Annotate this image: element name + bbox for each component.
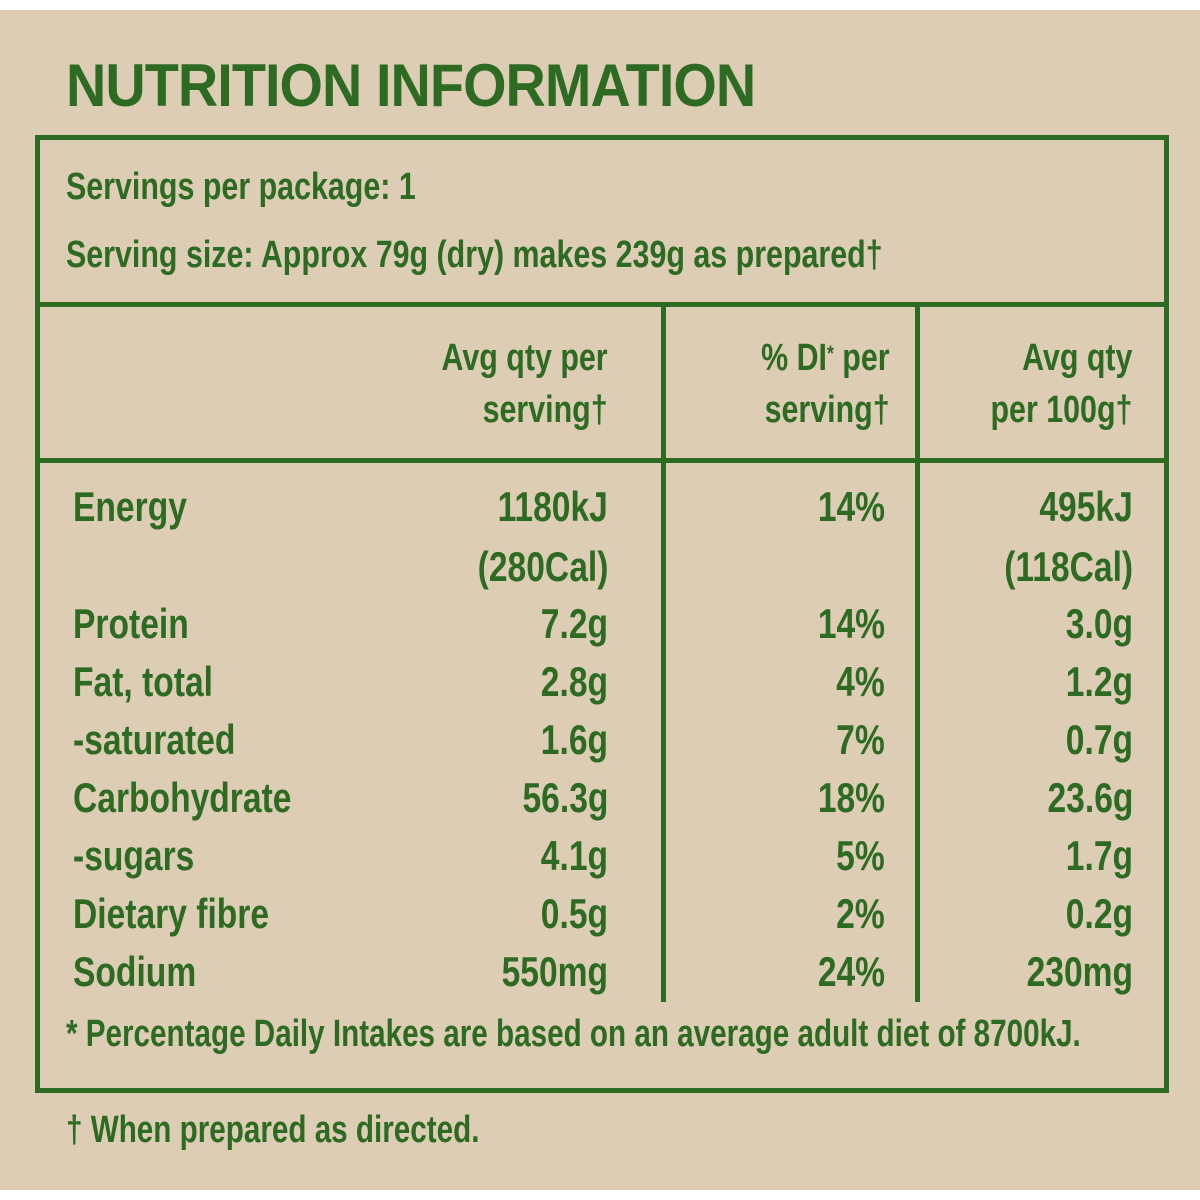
per-serving-value: 550mg [501,948,608,995]
table-row-energy: Energy 1180kJ 14% 495kJ [40,478,1164,538]
nutrient-name: Energy [73,483,187,530]
table-row: Sodium 550mg 24% 230mg [40,943,1164,1003]
per-serving-value: 2.8g [540,658,608,705]
per-100g-value: 495kJ [1039,483,1133,530]
footnote-daily-intake: * Percentage Daily Intakes are based on … [66,1013,1081,1055]
di-value: 24% [817,948,885,995]
header-per-serving: Avg qty per serving† [441,337,608,431]
divider-serving-info [40,302,1164,307]
di-value: 14% [817,483,885,530]
di-value: 14% [817,600,885,647]
footnote-prepared: † When prepared as directed. [66,1109,480,1151]
per-100g-value: 1.2g [1065,658,1133,705]
servings-per-package: Servings per package: 1 [66,166,416,208]
nutrient-name: -saturated [73,716,236,763]
nutrient-name: Carbohydrate [73,774,292,821]
column-divider-2 [915,302,920,1002]
di-value: 18% [817,774,885,821]
nutrient-name: Fat, total [73,658,213,705]
per-serving-value: 4.1g [540,832,608,879]
per-100g-value: 0.7g [1065,716,1133,763]
nutrient-name: Sodium [73,948,197,995]
table-row: -sugars 4.1g 5% 1.7g [40,827,1164,887]
nutrition-panel: NUTRITION INFORMATION Servings per packa… [0,10,1200,1190]
serving-size: Serving size: Approx 79g (dry) makes 239… [66,234,883,276]
table-row: Dietary fibre 0.5g 2% 0.2g [40,885,1164,945]
per-serving-value: 56.3g [522,774,608,821]
nutrient-name: Dietary fibre [73,890,270,937]
header-per-100g: Avg qty per 100g† [990,337,1132,431]
nutrient-name: -sugars [73,832,195,879]
per-serving-value: 0.5g [540,890,608,937]
divider-header [40,458,1164,463]
table-row: Protein 7.2g 14% 3.0g [40,595,1164,655]
per-serving-cal: (280Cal) [477,543,608,590]
per-100g-value: 1.7g [1065,832,1133,879]
header-di-per-serving: % DI* per serving† [761,337,891,431]
per-serving-value: 1.6g [540,716,608,763]
per-100g-value: 3.0g [1065,600,1133,647]
column-divider-1 [661,302,666,1002]
page-title: NUTRITION INFORMATION [66,52,756,119]
di-value: 7% [836,716,885,763]
table-row: Carbohydrate 56.3g 18% 23.6g [40,769,1164,829]
di-value: 2% [836,890,885,937]
per-100g-value: 23.6g [1047,774,1133,821]
di-value: 5% [836,832,885,879]
di-value: 4% [836,658,885,705]
nutrition-table-frame [35,135,1169,1093]
per-serving-value: 7.2g [540,600,608,647]
per-100g-value: 0.2g [1065,890,1133,937]
nutrient-name: Protein [73,600,189,647]
asterisk-marker: * [827,341,835,366]
per-100g-value: 230mg [1026,948,1133,995]
table-row: Fat, total 2.8g 4% 1.2g [40,653,1164,713]
table-row-energy-cal: (280Cal) (118Cal) [40,538,1164,598]
per-100g-cal: (118Cal) [1004,543,1133,590]
table-row: -saturated 1.6g 7% 0.7g [40,711,1164,771]
per-serving-value: 1180kJ [497,483,608,530]
